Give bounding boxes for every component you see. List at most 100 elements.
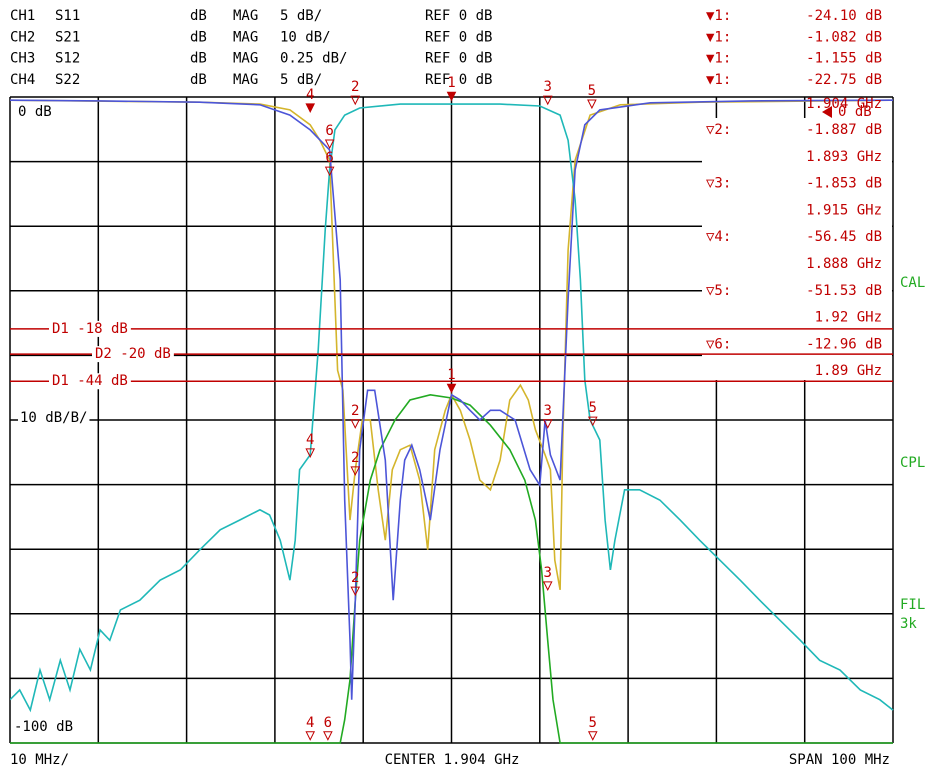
readout-symbol: ▽3: [706, 176, 731, 192]
header-format: dB [190, 51, 207, 67]
readout-symbol: ▼1: [706, 29, 731, 45]
header-reference: REF 0 dB [425, 29, 492, 45]
header-name: S21 [55, 29, 80, 45]
readout-value: -1.887 dB [806, 122, 882, 138]
marker [305, 448, 316, 458]
marker [446, 91, 457, 102]
limit-label-bg [92, 346, 174, 363]
header-mode: MAG [233, 8, 258, 24]
readout-value: -56.45 dB [806, 229, 882, 245]
readout-value: -12.96 dB [806, 336, 882, 352]
header-scale: 0.25 dB/ [280, 51, 347, 67]
marker-label: 2 [351, 450, 359, 466]
marker-label: 6 [325, 150, 333, 166]
marker-label: 6 [324, 715, 332, 731]
marker-label: 2 [351, 570, 359, 586]
marker [324, 139, 335, 150]
marker-label: 1 [447, 75, 455, 91]
marker-label: 5 [589, 715, 597, 731]
grid [9, 96, 894, 744]
readout-symbol: ▼1: [706, 72, 731, 88]
header-scale: 5 dB/ [280, 72, 322, 88]
marker [542, 419, 553, 429]
header-reference: REF 0 dB [425, 8, 492, 24]
header-format: dB [190, 29, 207, 45]
readout-symbol: ▽6: [706, 336, 731, 352]
readout-value: -1.082 dB [806, 29, 882, 45]
readout-value: -24.10 dB [806, 8, 882, 24]
plot-label-top: 0 dB [18, 104, 52, 120]
readout-value: -1.155 dB [806, 51, 882, 67]
readout-frequency: 1.893 GHz [806, 149, 882, 165]
limit-label: D1 -18 dB [52, 321, 128, 337]
marker-label: 5 [588, 83, 596, 99]
traces [10, 99, 894, 744]
marker-label: 2 [351, 403, 359, 419]
marker-label: 1 [447, 367, 455, 383]
header-channel: CH2 [10, 29, 35, 45]
header-name: S12 [55, 51, 80, 67]
readout-symbol: ▽5: [706, 283, 731, 299]
marker [587, 99, 597, 110]
readout-backdrop [702, 118, 892, 380]
marker [542, 581, 553, 592]
limit-label: D2 -20 dB [95, 346, 171, 362]
label-bg [18, 410, 90, 426]
marker [446, 383, 457, 394]
marker [305, 731, 316, 741]
marker-label: 3 [544, 565, 552, 581]
limit-label-bg [49, 320, 131, 337]
readout-value: -22.75 dB [806, 72, 882, 88]
marker [350, 586, 361, 597]
marker-label: 3 [544, 403, 552, 419]
header-reference: REF 0 dB [425, 72, 492, 88]
marker [350, 466, 361, 477]
marker [350, 419, 361, 429]
plot-label-middle: 10 dB/B/ [20, 410, 87, 426]
marker-label: 4 [306, 432, 314, 448]
header-channel: CH3 [10, 51, 35, 67]
marker-label: 5 [589, 400, 597, 416]
marker-label: 6 [325, 123, 333, 139]
readout-frequency: 1.888 GHz [806, 256, 882, 272]
header-scale: 10 dB/ [280, 29, 331, 45]
readout-frequency: 1.89 GHz [815, 363, 882, 379]
marker [587, 731, 598, 741]
ref-arrow [822, 106, 832, 118]
trace [10, 393, 893, 744]
limit-label: D1 -44 dB [52, 373, 128, 389]
trace [10, 103, 894, 713]
header-reference: REF 0 dB [425, 51, 492, 67]
marker-label: 4 [306, 715, 314, 731]
marker [350, 95, 361, 106]
header-channel: CH4 [10, 72, 35, 88]
header-format: dB [190, 8, 207, 24]
readout-symbol: ▽2: [706, 122, 731, 138]
header-mode: MAG [233, 51, 258, 67]
label-bg [12, 719, 76, 735]
trace [10, 99, 894, 591]
side-label: CAL [900, 275, 925, 291]
header-name: S11 [55, 8, 80, 24]
footer-center: CENTER 1.904 GHz [385, 752, 520, 768]
readout-symbol: ▽4: [706, 229, 731, 245]
header-mode: MAG [233, 29, 258, 45]
readout-symbol: ▼1: [706, 8, 731, 24]
side-label: 3k [900, 616, 917, 632]
readout-frequency: 1.904 GHz [806, 96, 882, 112]
footer-right: SPAN 100 MHz [789, 752, 890, 768]
side-label: CPL [900, 455, 925, 471]
readout-value: -1.853 dB [806, 176, 882, 192]
header-format: dB [190, 72, 207, 88]
marker [305, 103, 316, 113]
marker-label: 2 [351, 79, 359, 95]
marker [587, 416, 598, 427]
limit-label-bg [49, 373, 131, 390]
trace [10, 99, 894, 700]
readout-symbol: ▼1: [706, 51, 731, 67]
overlay: D1 -18 dB D2 -20 dB D1 -44 dB 4 2 1 3 5 6 6 1 2 3 5 4 2… [10, 8, 925, 768]
footer-left: 10 MHz/ [10, 752, 69, 768]
readout-frequency: 1.92 GHz [815, 310, 882, 326]
